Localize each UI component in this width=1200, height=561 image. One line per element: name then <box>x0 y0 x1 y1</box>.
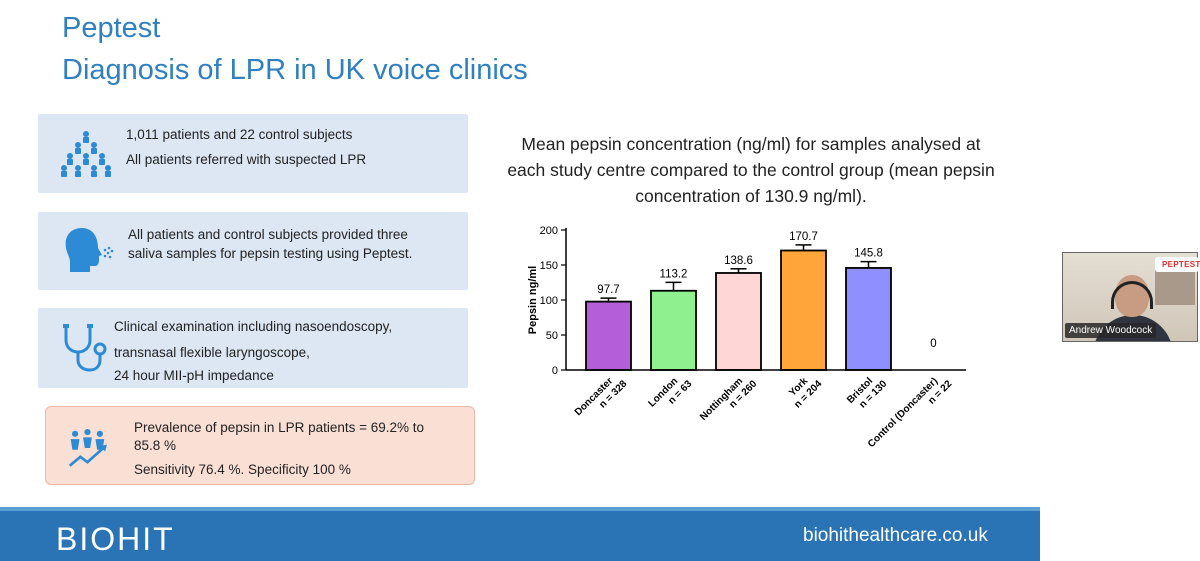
peptest-badge: PEPTEST <box>1155 257 1200 272</box>
badge-text: PEPTEST <box>1162 260 1200 269</box>
y-tick-label: 200 <box>540 225 558 237</box>
y-axis-label: Pepsin ng/ml <box>527 266 539 334</box>
bar-value-label: 138.6 <box>724 255 753 267</box>
box-text: 85.8 % <box>134 438 177 453</box>
box-text: All patients referred with suspected LPR <box>126 152 367 167</box>
chart-title: Mean pepsin concentration (ng/ml) for sa… <box>486 131 1016 209</box>
patients-group-icon <box>61 131 111 177</box>
pepsin-bar-chart: 0 50 100 150 200 Pepsin ng/ml 97.7 Doncastern =… <box>527 225 966 450</box>
slide-footer: BIOHIT biohithealthcare.co.uk <box>0 511 1040 561</box>
website-link: biohithealthcare.co.uk <box>803 525 988 546</box>
headset-icon <box>1111 281 1153 309</box>
x-tick-label: Yorkn = 204 <box>784 370 825 411</box>
box-text: Clinical examination including nasoendos… <box>114 319 393 334</box>
box-text: saliva samples for pepsin testing using … <box>128 246 413 261</box>
slide-title: Peptest <box>62 12 161 44</box>
participant-name: Andrew Woodcock <box>1065 323 1157 338</box>
bar <box>845 267 892 371</box>
chart-title-line: concentration of 130.9 ng/ml). <box>635 186 867 206</box>
x-tick-label: Nottinghamn = 260 <box>698 370 759 431</box>
info-box-examination: Clinical examination including nasoendos… <box>38 308 468 388</box>
x-tick-label: Londonn = 63 <box>647 370 695 418</box>
growth-people-icon <box>68 428 107 467</box>
bar <box>780 249 827 371</box>
info-box-prevalence: Prevalence of pepsin in LPR patients = 6… <box>45 406 475 485</box>
bar-value-label: 0 <box>930 338 936 350</box>
box-text: transnasal flexible laryngoscope, <box>114 345 310 360</box>
bar <box>715 272 762 371</box>
slide-subtitle: Diagnosis of LPR in UK voice clinics <box>62 54 528 86</box>
bar <box>585 300 632 371</box>
chart-title-line: each study centre compared to the contro… <box>507 160 995 180</box>
stethoscope-icon <box>63 324 107 372</box>
info-box-samples: All patients and control subjects provid… <box>38 212 468 290</box>
bar-value-label: 113.2 <box>660 268 688 280</box>
bar-value-label: 97.7 <box>597 284 619 296</box>
x-tick-label: Bristoln = 130 <box>845 370 890 415</box>
participant-video[interactable]: Andrew Woodcock <box>1062 252 1198 342</box>
info-box-patients: 1,011 patients and 22 control subjects A… <box>38 114 468 193</box>
saliva-head-icon <box>65 228 114 272</box>
bar <box>650 289 697 371</box>
box-text: Prevalence of pepsin in LPR patients = 6… <box>134 420 425 435</box>
y-tick-label: 50 <box>546 330 558 342</box>
box-text: Sensitivity 76.4 %. Specificity 100 % <box>134 462 351 477</box>
y-tick-label: 0 <box>552 365 558 377</box>
footer-stripe <box>0 507 1040 511</box>
bar-value-label: 145.8 <box>854 248 883 260</box>
bar-value-label: 170.7 <box>789 231 818 243</box>
brand-logo: BIOHIT <box>56 521 175 557</box>
box-text: 24 hour MII-pH impedance <box>114 368 274 383</box>
y-tick-label: 150 <box>540 260 558 272</box>
x-tick-label: Doncastern = 328 <box>573 370 630 427</box>
box-text: 1,011 patients and 22 control subjects <box>126 127 353 142</box>
chart-title-line: Mean pepsin concentration (ng/ml) for sa… <box>521 134 981 154</box>
box-text: All patients and control subjects provid… <box>128 227 408 242</box>
y-tick-label: 100 <box>540 295 558 307</box>
presentation-slide: Peptest Diagnosis of LPR in UK voice cli… <box>0 0 1040 561</box>
